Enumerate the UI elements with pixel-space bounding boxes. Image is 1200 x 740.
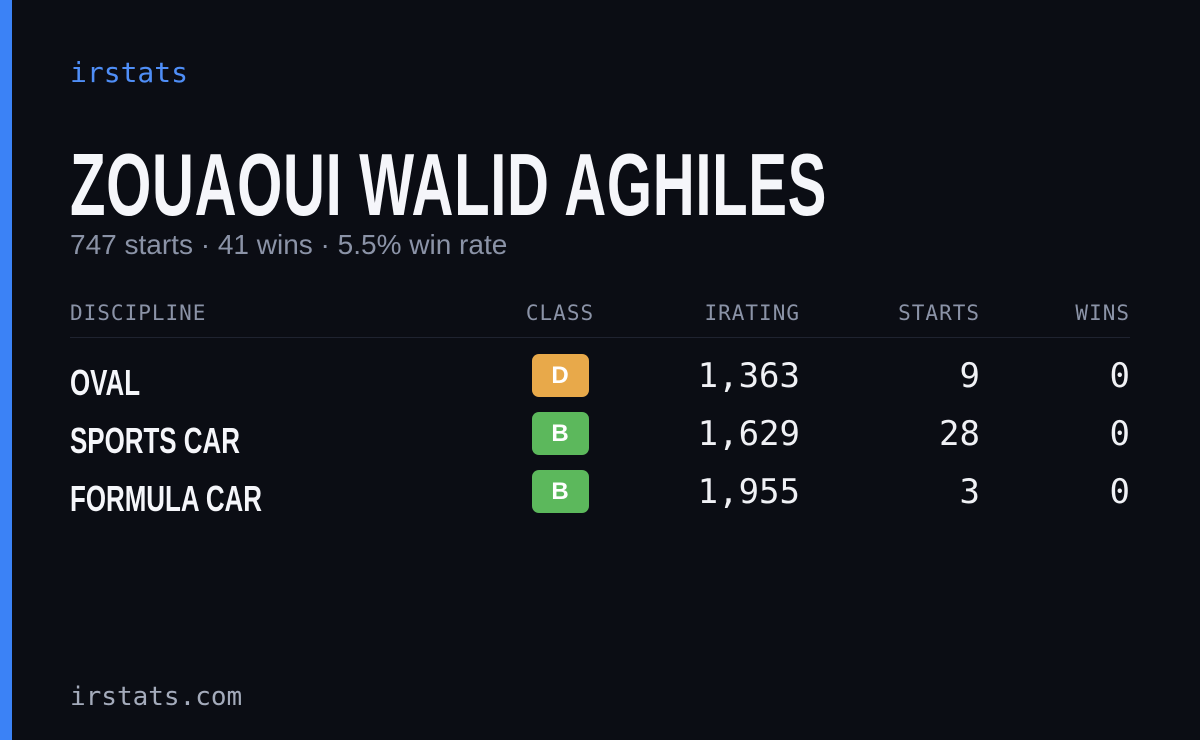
brand: irstats — [70, 56, 189, 89]
column-header: WINS — [1075, 301, 1130, 325]
discipline: SPORTS CAR — [70, 420, 240, 461]
wins: 0 — [1109, 414, 1130, 454]
class-badge: D — [531, 354, 589, 397]
divider — [70, 337, 1130, 338]
player-name: ZOUAOUI WALID AGHILES — [70, 135, 828, 234]
starts: 9 — [959, 356, 980, 396]
irating: 1,363 — [697, 356, 800, 396]
column-header: IRATING — [704, 301, 800, 325]
summary: 747 starts · 41 wins · 5.5% win rate — [70, 229, 508, 260]
class-badge: B — [531, 470, 589, 513]
column-header: STARTS — [898, 301, 980, 325]
starts: 28 — [939, 414, 980, 454]
irating: 1,955 — [697, 472, 800, 512]
class-badge: B — [531, 412, 589, 455]
starts: 3 — [959, 472, 980, 512]
wins: 0 — [1109, 356, 1130, 396]
column-header: CLASS — [525, 301, 595, 325]
discipline: OVAL — [70, 362, 141, 403]
discipline: FORMULA CAR — [70, 478, 262, 519]
wins: 0 — [1109, 472, 1130, 512]
irating: 1,629 — [697, 414, 800, 454]
accent-bar — [0, 0, 12, 740]
footer: irstats.com — [70, 682, 243, 712]
column-header: DISCIPLINE — [70, 301, 207, 325]
